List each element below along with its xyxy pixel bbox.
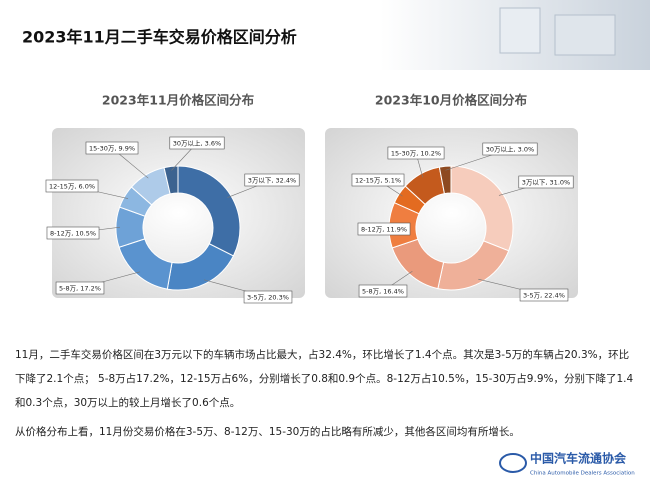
data-label: 3万以下, 31.0% (522, 179, 570, 187)
data-label: 8-12万, 11.9% (361, 226, 407, 234)
label-box (518, 175, 574, 189)
chart-title: 2023年10月价格区间分布 (375, 93, 528, 108)
logo-mark (499, 453, 527, 473)
label-box (169, 136, 225, 150)
label-box (387, 146, 445, 160)
paragraph: 11月，二手车交易价格区间在3万元以下的车辆市场占比最大，占32.4%，环比增长… (15, 349, 634, 409)
label-box (482, 142, 538, 156)
logo-subtitle: China Automobile Dealers Association (530, 471, 635, 477)
label-box (244, 173, 300, 187)
label-box (55, 281, 105, 295)
label-box (243, 290, 293, 304)
header-decoration (499, 7, 541, 54)
header-decoration (554, 14, 616, 56)
label-box (85, 141, 139, 155)
logo-name: 中国汽车流通协会 (530, 451, 627, 466)
paragraph: 从价格分布上看，11月份交易价格在3-5万、8-12万、15-30万的占比略有所… (15, 426, 520, 438)
data-label: 30万以上, 3.6% (173, 139, 221, 148)
data-label: 8-12万, 10.5% (50, 230, 96, 238)
data-label: 15-30万, 9.9% (89, 145, 135, 153)
data-label: 5-8万, 17.2% (59, 285, 101, 293)
data-label: 3万以下, 32.4% (248, 177, 296, 185)
data-label: 15-30万, 10.2% (391, 150, 441, 158)
pie-slice (450, 165, 514, 252)
label-box (519, 288, 569, 302)
logo: 中国汽车流通协会 China Automobile Dealers Associ… (499, 451, 635, 477)
data-label: 3-5万, 20.3% (247, 294, 289, 302)
label-box (46, 226, 100, 240)
pie-slice (438, 165, 452, 195)
data-label: 30万以上, 3.0% (486, 145, 534, 154)
pie-slice (177, 165, 241, 257)
label-box (351, 173, 405, 187)
data-label: 5-8万, 16.4% (362, 288, 404, 296)
data-label: 12-15万, 6.0% (49, 183, 95, 191)
pie-slice (163, 165, 179, 195)
label-box (357, 222, 411, 236)
label-box (45, 179, 99, 193)
data-label: 3-5万, 22.4% (523, 292, 565, 300)
data-label: 12-15万, 5.1% (355, 177, 401, 185)
chart-title: 2023年11月价格区间分布 (102, 93, 255, 108)
slide-title: 2023年11月二手车交易价格区间分析 (22, 28, 297, 47)
chart-panel (52, 128, 305, 298)
chart-panel (325, 128, 578, 298)
label-box (358, 284, 408, 298)
